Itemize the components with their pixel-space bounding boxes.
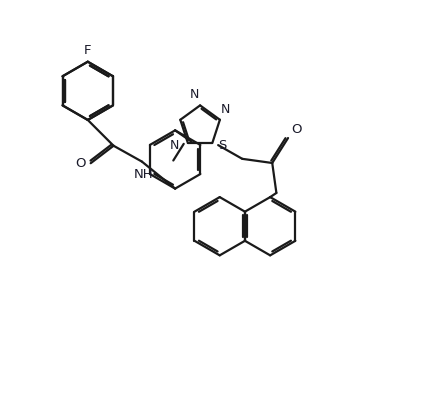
Text: N: N — [221, 103, 230, 117]
Text: S: S — [218, 139, 226, 152]
Text: F: F — [84, 44, 91, 57]
Text: O: O — [75, 157, 85, 170]
Text: O: O — [291, 123, 302, 136]
Text: N: N — [190, 88, 200, 101]
Text: NH: NH — [134, 168, 153, 181]
Text: N: N — [169, 139, 179, 152]
